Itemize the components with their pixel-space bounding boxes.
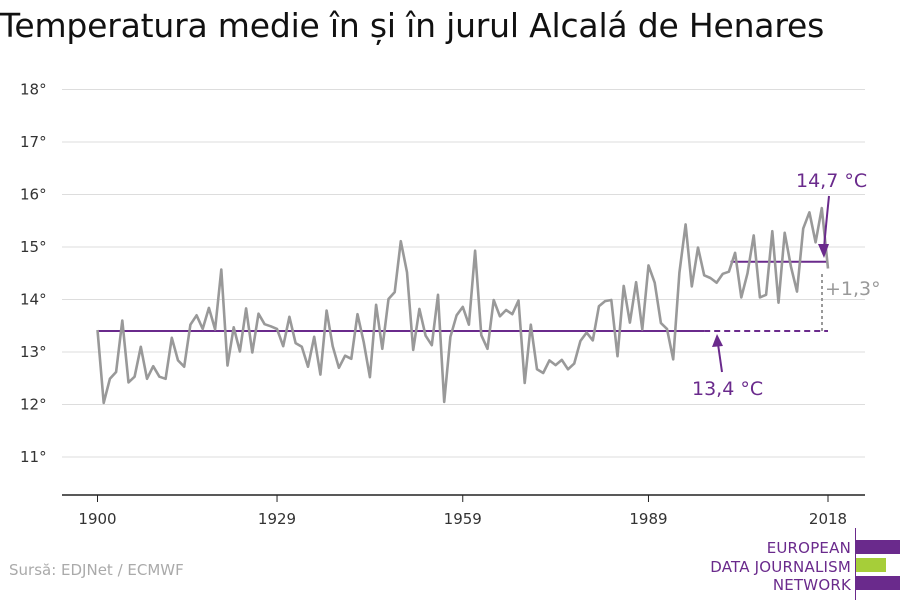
logo-divider xyxy=(855,528,856,600)
logo-bar-top xyxy=(856,540,900,554)
difference-label: +1,3° xyxy=(825,278,881,300)
y-tick-label: 16° xyxy=(20,186,47,204)
x-axis: 1900 1929 1959 1989 2018 xyxy=(62,494,865,528)
logo-bar-middle xyxy=(856,558,886,572)
logo-bar-bottom xyxy=(856,576,900,590)
x-tick-label: 1929 xyxy=(258,510,296,528)
y-tick-label: 15° xyxy=(20,238,47,256)
recent-mean-arrowhead xyxy=(818,244,829,258)
y-tick-label: 14° xyxy=(20,291,47,309)
logo-line-2: DATA JOURNALISM xyxy=(710,558,851,576)
annotations: +1,3° 14,7 °C 13,4 °C xyxy=(692,170,881,400)
baseline-mean-label: 13,4 °C xyxy=(692,378,763,400)
recent-mean-arrow xyxy=(823,195,830,249)
logo-line-3: NETWORK xyxy=(772,576,851,594)
y-tick-label: 17° xyxy=(20,133,47,151)
y-tick-label: 18° xyxy=(20,81,47,99)
x-tick-label: 1989 xyxy=(629,510,667,528)
temperature-line xyxy=(96,206,830,405)
y-tick-label: 11° xyxy=(20,448,47,466)
grid-lines: 11° 12° 13° 14° 15° 16° 17° 18° xyxy=(20,81,865,466)
edjnet-logo[interactable]: EUROPEAN DATA JOURNALISM NETWORK xyxy=(700,528,900,600)
y-tick-label: 13° xyxy=(20,343,47,361)
reference-lines xyxy=(97,260,828,332)
x-tick-label: 1900 xyxy=(78,510,116,528)
recent-mean-label: 14,7 °C xyxy=(796,170,867,192)
temperature-series xyxy=(96,206,830,405)
logo-line-1: EUROPEAN xyxy=(766,539,851,557)
source-note: Sursă: EDJNet / ECMWF xyxy=(9,561,184,579)
baseline-mean-arrowhead xyxy=(712,334,723,347)
y-tick-label: 12° xyxy=(20,396,47,414)
x-tick-label: 2018 xyxy=(809,510,847,528)
x-tick-label: 1959 xyxy=(444,510,482,528)
baseline-mean-arrow xyxy=(717,343,723,373)
chart-title: Temperatura medie în și în jurul Alcalá … xyxy=(0,6,825,45)
